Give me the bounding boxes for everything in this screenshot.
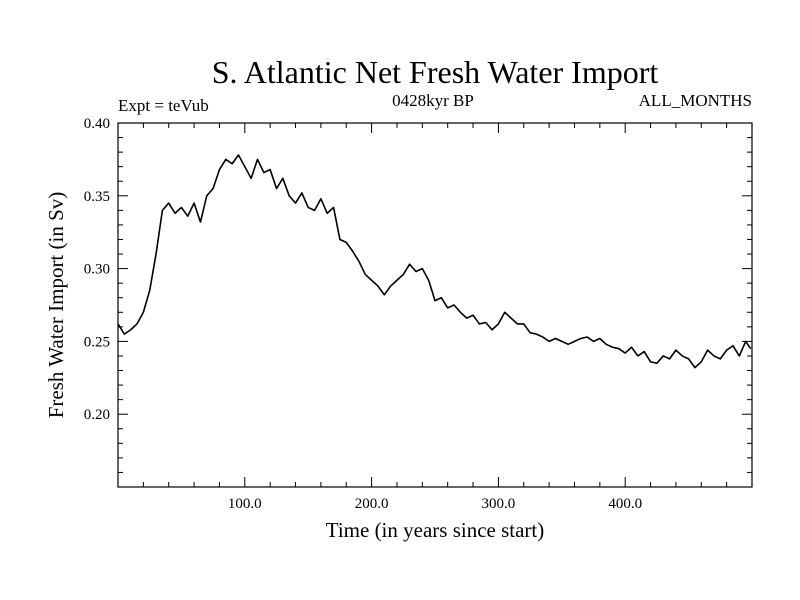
chart-title: S. Atlantic Net Fresh Water Import <box>212 54 659 90</box>
subtitle-center: 0428kyr BP <box>392 91 474 110</box>
plot-frame <box>117 122 753 488</box>
subtitle-left: Expt = teVub <box>118 96 209 115</box>
axis-ticks <box>118 123 752 487</box>
y-tick-label: 0.30 <box>84 262 110 278</box>
y-tick-label: 0.25 <box>84 334 110 350</box>
x-tick-label: 400.0 <box>608 496 642 512</box>
y-tick-label: 0.35 <box>84 189 110 205</box>
x-tick-label: 200.0 <box>355 496 389 512</box>
x-tick-label: 300.0 <box>482 496 516 512</box>
subtitle-right: ALL_MONTHS <box>639 91 752 110</box>
x-tick-label: 100.0 <box>228 496 262 512</box>
y-tick-label: 0.20 <box>84 407 110 423</box>
axis-tick-labels: 100.0 200.0 300.0 400.0 0.20 0.25 0.30 0.35 0.40 <box>84 116 642 512</box>
y-tick-label: 0.40 <box>84 116 110 132</box>
series-line <box>117 154 752 369</box>
x-axis-label: Time (in years since start) <box>326 518 545 542</box>
y-axis-label: Fresh Water Import (in Sv) <box>44 192 68 419</box>
